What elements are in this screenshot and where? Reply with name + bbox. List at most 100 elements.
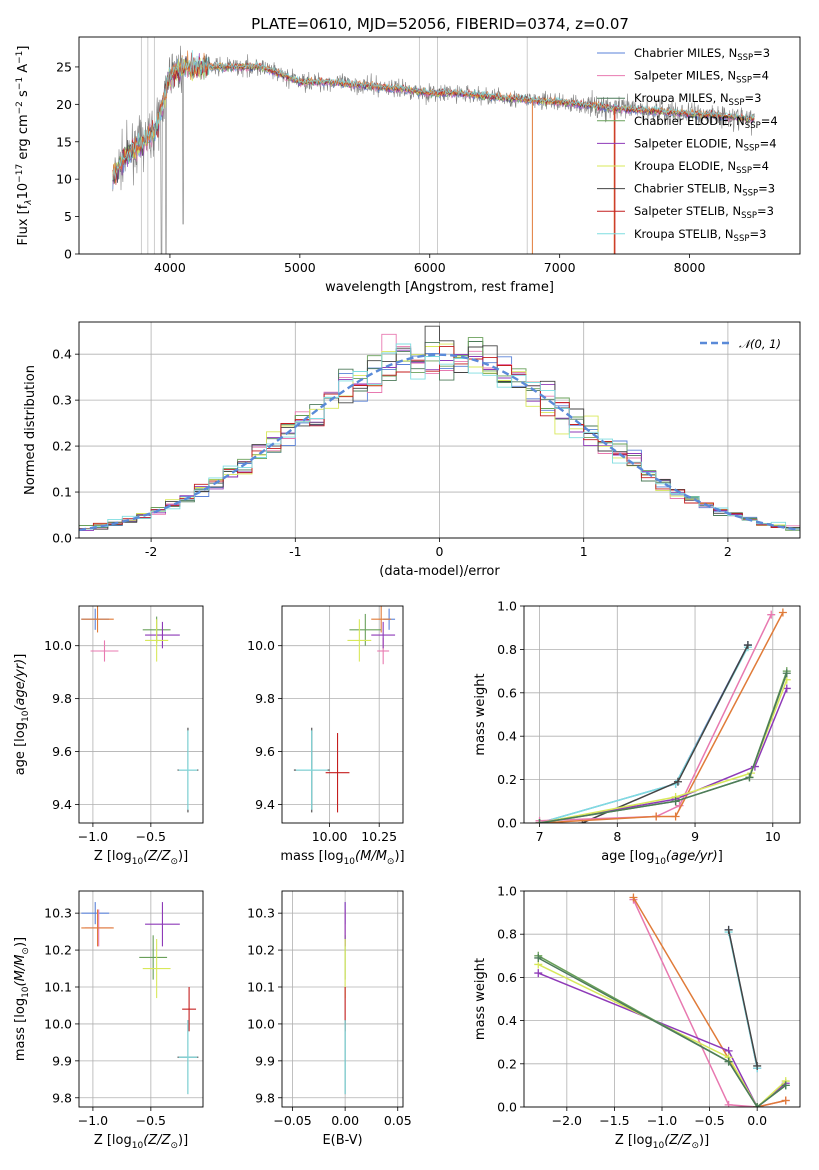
y-tick-label: 25 — [56, 59, 72, 74]
normal-curve — [79, 353, 800, 532]
error-point — [178, 730, 198, 810]
x-axis-label: Z [log10(Z/Z⊙)] — [615, 1133, 709, 1151]
error-point — [178, 1020, 198, 1095]
legend-entry: Salpeter STELIB, NSSP=3 — [634, 204, 774, 221]
y-tick-label: 10.2 — [44, 943, 72, 958]
weight-line — [538, 972, 787, 1107]
y-tick-label: 9.8 — [255, 691, 275, 706]
y-tick-label: 0 — [64, 247, 72, 262]
y-tick-label: 9.4 — [52, 797, 72, 812]
y-tick-label: 1.0 — [497, 599, 517, 614]
error-point — [81, 606, 114, 633]
legend-spectrum: Chabrier MILES, NSSP=3 Salpeter MILES, NS… — [597, 46, 778, 244]
y-tick-label: 0.0 — [497, 816, 517, 831]
y-tick-label: 10 — [56, 172, 72, 187]
weight-marker — [671, 797, 680, 806]
x-axis-label: Z [log10(Z/Z⊙)] — [94, 1133, 188, 1151]
y-tick-label: 10.0 — [247, 638, 275, 653]
y-tick-label: 0.4 — [497, 729, 517, 744]
weight-line — [539, 688, 788, 823]
x-tick-label: −0.05 — [273, 1113, 311, 1128]
plot-area-residuals — [79, 325, 800, 535]
axes-frame — [281, 890, 404, 1108]
weight-marker — [753, 1061, 762, 1070]
plot-area-weight-vs-age — [535, 608, 791, 823]
x-tick-label: −2.0 — [552, 1113, 582, 1128]
y-tick-label: 15 — [56, 134, 72, 149]
y-tick-label: 9.8 — [255, 1090, 275, 1105]
error-point — [295, 730, 328, 810]
y-tick-label: 1.0 — [497, 884, 517, 899]
y-tick-label: 10.3 — [247, 906, 275, 921]
weight-marker — [724, 1100, 733, 1107]
x-axis-label: E(B-V) — [322, 1133, 362, 1148]
plot-area-age-vs-Z — [81, 606, 199, 813]
y-tick-label: 0.8 — [497, 927, 517, 942]
weight-marker — [781, 1096, 790, 1105]
y-tick-label: 9.8 — [52, 1090, 72, 1105]
x-tick-label: −0.5 — [694, 1113, 724, 1128]
y-tick-label: 0.0 — [497, 1100, 517, 1115]
weight-marker — [724, 925, 733, 934]
axes-frame — [523, 605, 801, 824]
weight-line — [539, 612, 784, 823]
y-tick-label: 9.6 — [255, 744, 275, 759]
x-tick-label: 0.05 — [384, 1113, 412, 1128]
y-tick-label: 9.4 — [255, 797, 275, 812]
plot-area-weight-vs-Z — [534, 893, 790, 1107]
weight-line — [537, 957, 787, 1107]
weight-marker — [782, 669, 791, 678]
y-tick-label: 0.0 — [52, 531, 72, 546]
y-tick-label: 10.0 — [44, 638, 72, 653]
weight-marker — [673, 777, 682, 786]
x-tick-label: 4000 — [154, 260, 186, 275]
weight-marker — [652, 812, 661, 821]
weight-line — [539, 614, 772, 822]
weight-marker — [534, 953, 543, 962]
axes-mass-vs-Z: −1.0 −0.5 9.8 9.9 10.0 10.1 10.2 10.3 Z [log10(Z… — [13, 890, 204, 1151]
y-tick-label: 0.3 — [52, 393, 72, 408]
legend-entry: Kroupa MILES, NSSP=3 — [634, 91, 761, 108]
axes-spectrum: 4000 5000 6000 7000 8000 0 5 10 15 20 25 wavelength… — [15, 36, 801, 295]
weight-marker — [534, 969, 543, 978]
weight-line — [632, 897, 786, 1107]
weight-marker — [745, 773, 754, 782]
axes-weight-vs-age: 7 8 9 10 0.0 0.2 0.4 0.6 0.8 1.0 age [log10(age/yr… — [473, 599, 801, 867]
plot-area-spectrum — [112, 37, 755, 254]
error-point — [145, 619, 169, 662]
y-tick-label: 10.1 — [247, 980, 275, 995]
error-point — [145, 621, 180, 649]
y-axis-label: mass [log10(M/M⊙)] — [13, 937, 31, 1061]
x-tick-label: 0.0 — [747, 1113, 767, 1128]
error-point — [145, 902, 180, 947]
weight-line — [539, 670, 788, 823]
x-tick-label: −1.0 — [647, 1113, 677, 1128]
weight-marker — [743, 641, 752, 650]
x-tick-label: 0 — [436, 544, 444, 559]
y-tick-label: 0.6 — [497, 970, 517, 985]
axes-frame — [78, 605, 204, 824]
x-tick-label: −1.5 — [599, 1113, 629, 1128]
y-tick-label: 0.6 — [497, 685, 517, 700]
axes-frame — [281, 605, 404, 824]
y-tick-label: 5 — [64, 209, 72, 224]
x-tick-label: 8 — [613, 829, 621, 844]
y-tick-label: 0.1 — [52, 485, 72, 500]
x-tick-label: -1 — [289, 544, 301, 559]
y-axis-label: Normed distribution — [23, 365, 38, 495]
residual-histogram — [79, 343, 800, 533]
weight-line — [727, 929, 758, 1067]
weight-marker — [535, 819, 544, 823]
x-axis-label: wavelength [Angstrom, rest frame] — [325, 280, 554, 295]
y-tick-label: 9.9 — [255, 1053, 275, 1068]
x-tick-label: 1 — [580, 544, 588, 559]
y-tick-label: 0.2 — [497, 772, 517, 787]
error-point — [371, 621, 396, 649]
axes-frame — [78, 36, 801, 255]
legend-entry: Kroupa ELODIE, NSSP=4 — [634, 159, 769, 176]
x-tick-label: 7000 — [544, 260, 576, 275]
axes-frame — [523, 890, 801, 1108]
error-point — [139, 935, 168, 980]
x-tick-label: 0.00 — [331, 1113, 359, 1128]
y-axis-label: Flux [fλ10−17 erg cm−2 s−1 A−1] — [15, 46, 34, 246]
